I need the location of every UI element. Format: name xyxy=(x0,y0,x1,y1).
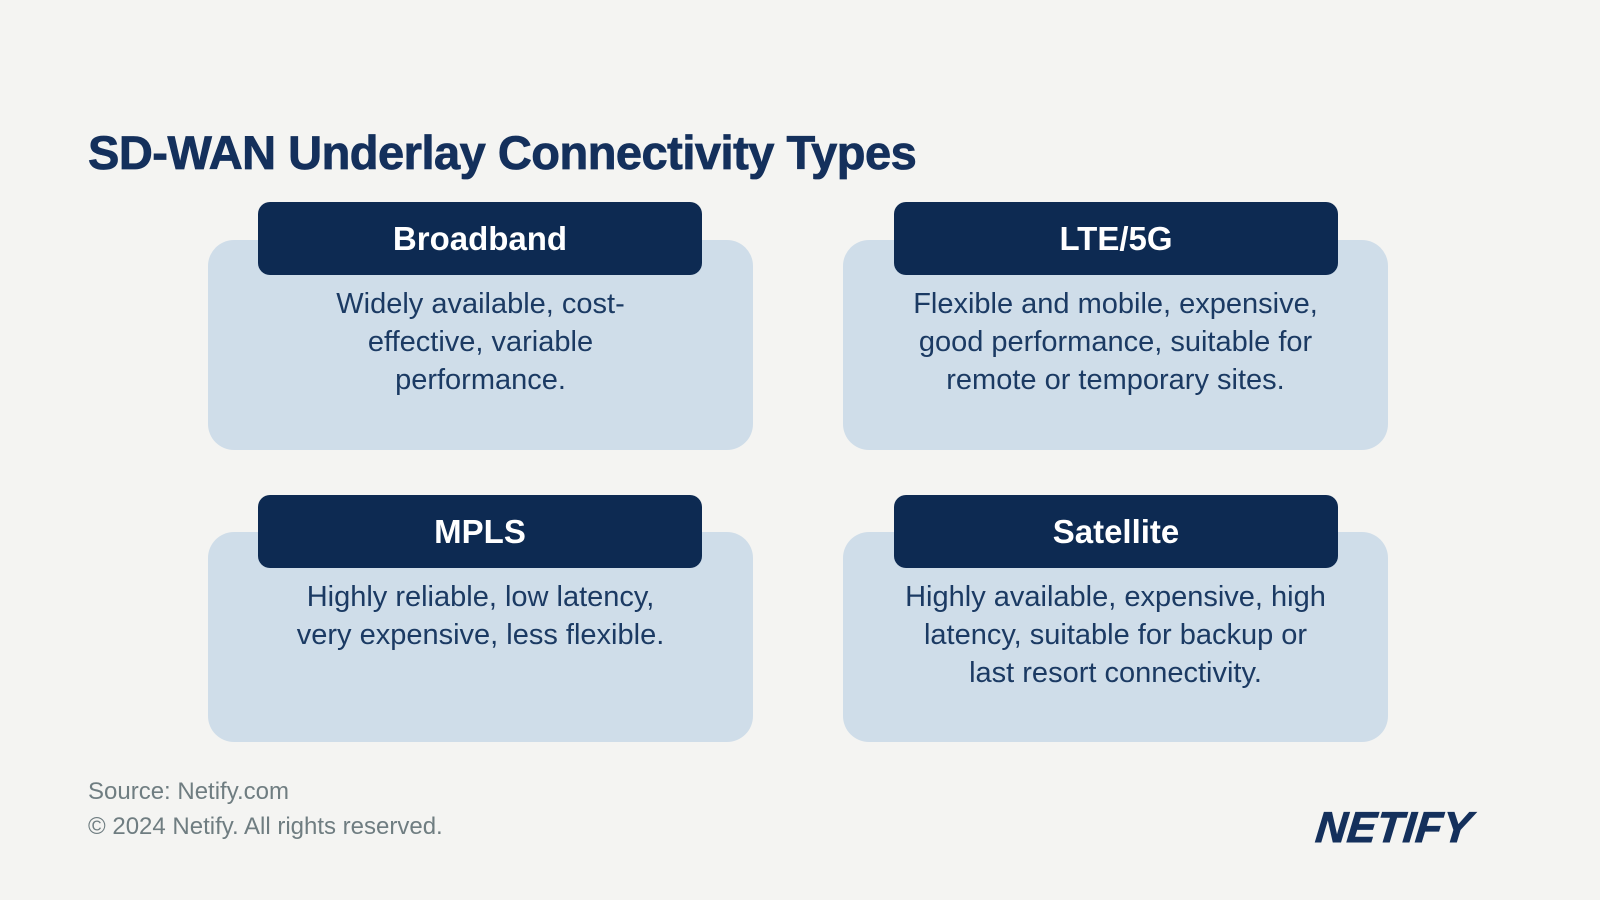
card-description: Highly available, expensive, high latenc… xyxy=(905,581,1326,689)
card-header-label: LTE/5G xyxy=(1059,219,1173,257)
footer-attribution: Source: Netify.com © 2024 Netify. All ri… xyxy=(88,774,443,844)
card-header-label: Broadband xyxy=(392,219,568,257)
card-broadband: Widely available, cost- effective, varia… xyxy=(208,240,753,450)
card-header-satellite: Satellite xyxy=(894,495,1338,568)
page-title: SD-WAN Underlay Connectivity Types xyxy=(88,126,918,180)
copyright-line: © 2024 Netify. All rights reserved. xyxy=(88,813,443,840)
card-description: Highly reliable, low latency, very expen… xyxy=(296,581,665,651)
card-header-label: MPLS xyxy=(434,512,526,550)
card-header-label: Satellite xyxy=(1052,512,1180,550)
card-header-mpls: MPLS xyxy=(258,495,702,568)
card-header-lte-5g: LTE/5G xyxy=(894,202,1338,275)
netify-logo: NETIFY xyxy=(1313,804,1475,853)
card-lte-5g: Flexible and mobile, expensive, good per… xyxy=(843,240,1388,450)
card-description: Widely available, cost- effective, varia… xyxy=(336,288,625,396)
source-line: Source: Netify.com xyxy=(88,778,289,805)
card-description: Flexible and mobile, expensive, good per… xyxy=(913,288,1318,396)
card-header-broadband: Broadband xyxy=(258,202,702,275)
